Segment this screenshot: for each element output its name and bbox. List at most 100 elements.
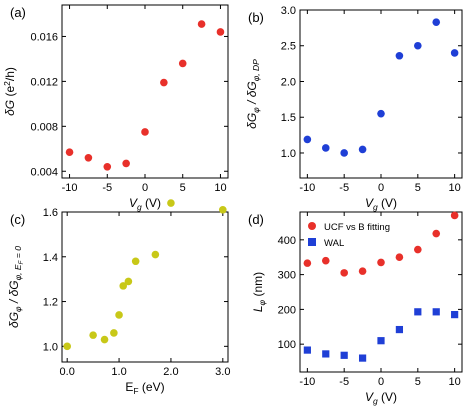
data-point xyxy=(303,259,312,267)
y-tick-label: 2.0 xyxy=(281,76,296,88)
data-point xyxy=(65,148,74,156)
data-point xyxy=(303,135,312,144)
data-point xyxy=(100,335,109,344)
x-tick-label: 5 xyxy=(415,182,421,194)
x-axis-label: Vg (V) xyxy=(365,196,397,212)
y-tick-label: 0.008 xyxy=(30,121,58,133)
y-axis-label: Lφ (nm) xyxy=(251,272,267,312)
x-tick-label: 3.0 xyxy=(215,366,230,378)
data-point xyxy=(432,229,441,238)
data-point xyxy=(321,144,330,152)
data-point xyxy=(395,325,404,334)
data-point xyxy=(303,346,311,354)
x-tick-label: 1.0 xyxy=(111,366,126,378)
data-point xyxy=(358,354,367,362)
data-point xyxy=(141,128,149,136)
data-point xyxy=(115,311,123,319)
data-point xyxy=(377,109,385,118)
x-tick-label: 5 xyxy=(415,376,421,388)
data-point xyxy=(395,51,404,60)
data-point xyxy=(414,308,422,316)
y-tick-label: 0.016 xyxy=(30,31,58,43)
y-tick-label: 200 xyxy=(278,304,296,316)
y-tick-label: 300 xyxy=(278,270,296,282)
panel-label: (c) xyxy=(10,212,25,227)
y-tick-label: 2.5 xyxy=(281,41,296,53)
data-point xyxy=(63,342,71,351)
y-tick-label: 1.5 xyxy=(281,112,296,124)
y-axis-label: δGφ / δGφ, DP xyxy=(245,59,261,129)
data-point xyxy=(340,149,348,157)
data-point xyxy=(110,329,118,337)
panel-2: 0.0 1.0 2.0 3.0 1.0 1.2 1.4 1.6 (c) EF (eV) δGφ / … xyxy=(7,199,230,396)
data-point xyxy=(395,253,404,262)
legend-label: WAL xyxy=(324,238,344,249)
x-axis-label: Vg (V) xyxy=(365,390,397,406)
y-tick-label: 100 xyxy=(278,339,296,351)
y-tick-label: 3.0 xyxy=(281,5,296,17)
panel-3: -10 -5 0 5 10 100 200 300 400 (d) Vg (V) Lφ (nm) UCF… xyxy=(248,211,463,406)
data-point xyxy=(377,337,385,345)
data-point xyxy=(167,199,175,207)
data-point xyxy=(122,159,130,168)
data-point xyxy=(160,78,168,87)
plot-frame xyxy=(61,4,229,179)
data-point xyxy=(151,250,160,259)
y-tick-label: 0.012 xyxy=(30,76,58,88)
x-tick-label: 10 xyxy=(449,182,461,194)
data-point xyxy=(321,256,330,265)
y-tick-label: 1.0 xyxy=(281,148,296,160)
data-point xyxy=(358,267,367,275)
y-tick-label: 0.004 xyxy=(30,166,58,178)
y-tick-label: 1.0 xyxy=(43,341,58,353)
legend-marker xyxy=(308,222,316,230)
data-point xyxy=(216,28,225,36)
x-tick-label: 5 xyxy=(180,182,186,194)
data-point xyxy=(414,245,422,254)
data-point xyxy=(451,311,459,319)
panel-label: (a) xyxy=(10,5,26,20)
data-point xyxy=(432,308,440,316)
x-axis-label: EF (eV) xyxy=(125,380,164,396)
data-point xyxy=(219,205,227,214)
data-point xyxy=(377,258,385,267)
x-tick-label: 0 xyxy=(142,182,148,194)
x-tick-label: -10 xyxy=(299,182,315,194)
x-tick-label: 0 xyxy=(378,376,384,388)
panel-0: -10 -5 0 5 10 0.004 0.008 0.012 0.016 (a) Vg (V) δG… xyxy=(2,4,229,212)
data-point xyxy=(340,351,348,359)
x-tick-label: -5 xyxy=(339,376,349,388)
data-point xyxy=(414,41,422,50)
data-point xyxy=(340,269,348,277)
y-tick-label: 1.2 xyxy=(43,297,58,309)
data-point xyxy=(124,277,133,286)
y-axis-label: δGφ / δGφ, EF = 0 xyxy=(7,246,25,328)
plot-frame xyxy=(299,9,463,179)
data-point xyxy=(178,59,187,68)
x-tick-label: -10 xyxy=(62,182,78,194)
y-tick-label: 1.4 xyxy=(43,252,58,264)
x-axis-label: Vg (V) xyxy=(129,196,161,212)
legend: UCF vs B fitting WAL xyxy=(308,222,390,249)
panel-1: -10 -5 0 5 10 1.0 1.5 2.0 2.5 3.0 (b) Vg (V) δGφ / δ… xyxy=(245,5,463,212)
plot-frame xyxy=(61,211,229,363)
data-point xyxy=(197,20,206,28)
data-point xyxy=(450,211,459,220)
data-point xyxy=(103,162,112,171)
x-tick-label: 0 xyxy=(378,182,384,194)
x-tick-label: 10 xyxy=(449,376,461,388)
y-tick-label: 1.6 xyxy=(43,207,58,219)
data-point xyxy=(84,153,93,162)
data-point xyxy=(432,18,441,26)
legend-marker xyxy=(308,238,316,246)
panel-label: (d) xyxy=(248,212,264,227)
x-tick-label: 10 xyxy=(214,182,226,194)
y-axis-label: δG (e2/h) xyxy=(2,67,17,116)
panel-label: (b) xyxy=(248,10,264,25)
data-point xyxy=(131,257,140,266)
data-point xyxy=(322,350,330,358)
x-tick-label: 2.0 xyxy=(163,366,178,378)
data-point xyxy=(119,282,128,290)
data-point xyxy=(358,145,367,154)
